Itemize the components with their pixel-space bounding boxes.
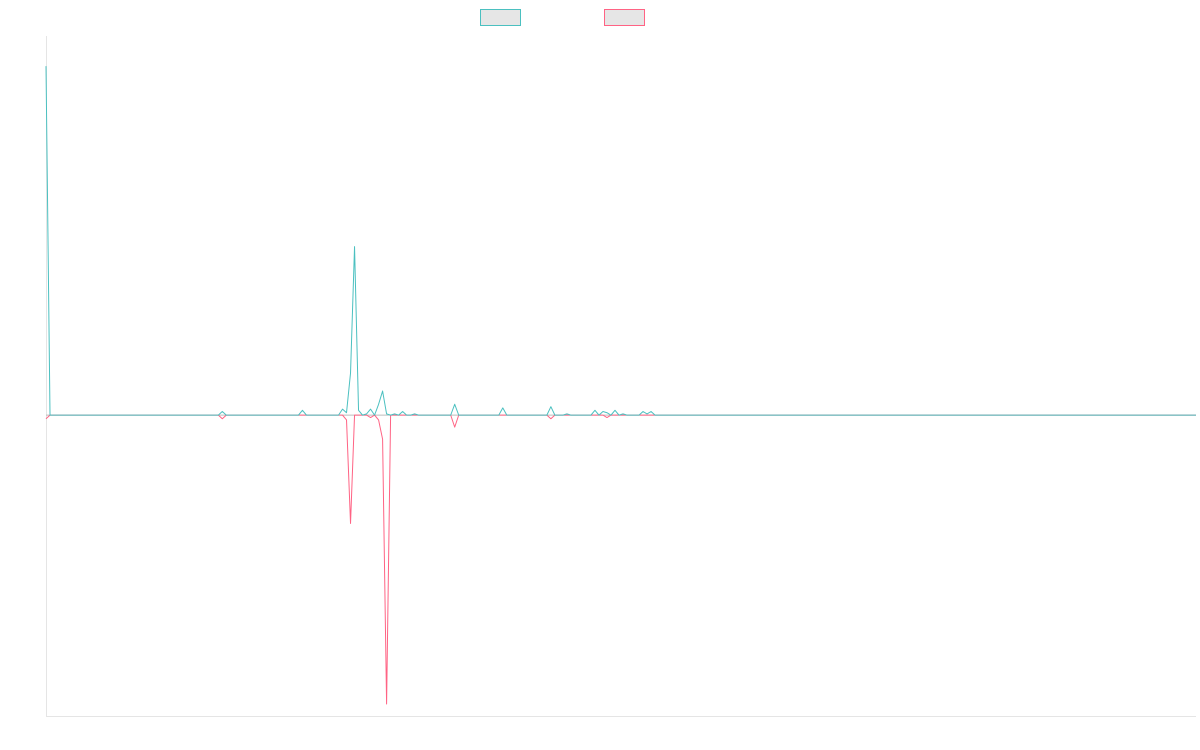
legend-swatch-series-1 [480, 9, 521, 26]
series-line-2[interactable] [45, 414, 1196, 705]
legend-swatch-series-2 [604, 9, 645, 26]
legend-item-series-1[interactable] [480, 9, 521, 26]
series-line-1[interactable] [45, 66, 1196, 416]
legend-item-series-2[interactable] [604, 9, 645, 26]
legend [480, 9, 645, 26]
series-layer [45, 66, 1196, 705]
